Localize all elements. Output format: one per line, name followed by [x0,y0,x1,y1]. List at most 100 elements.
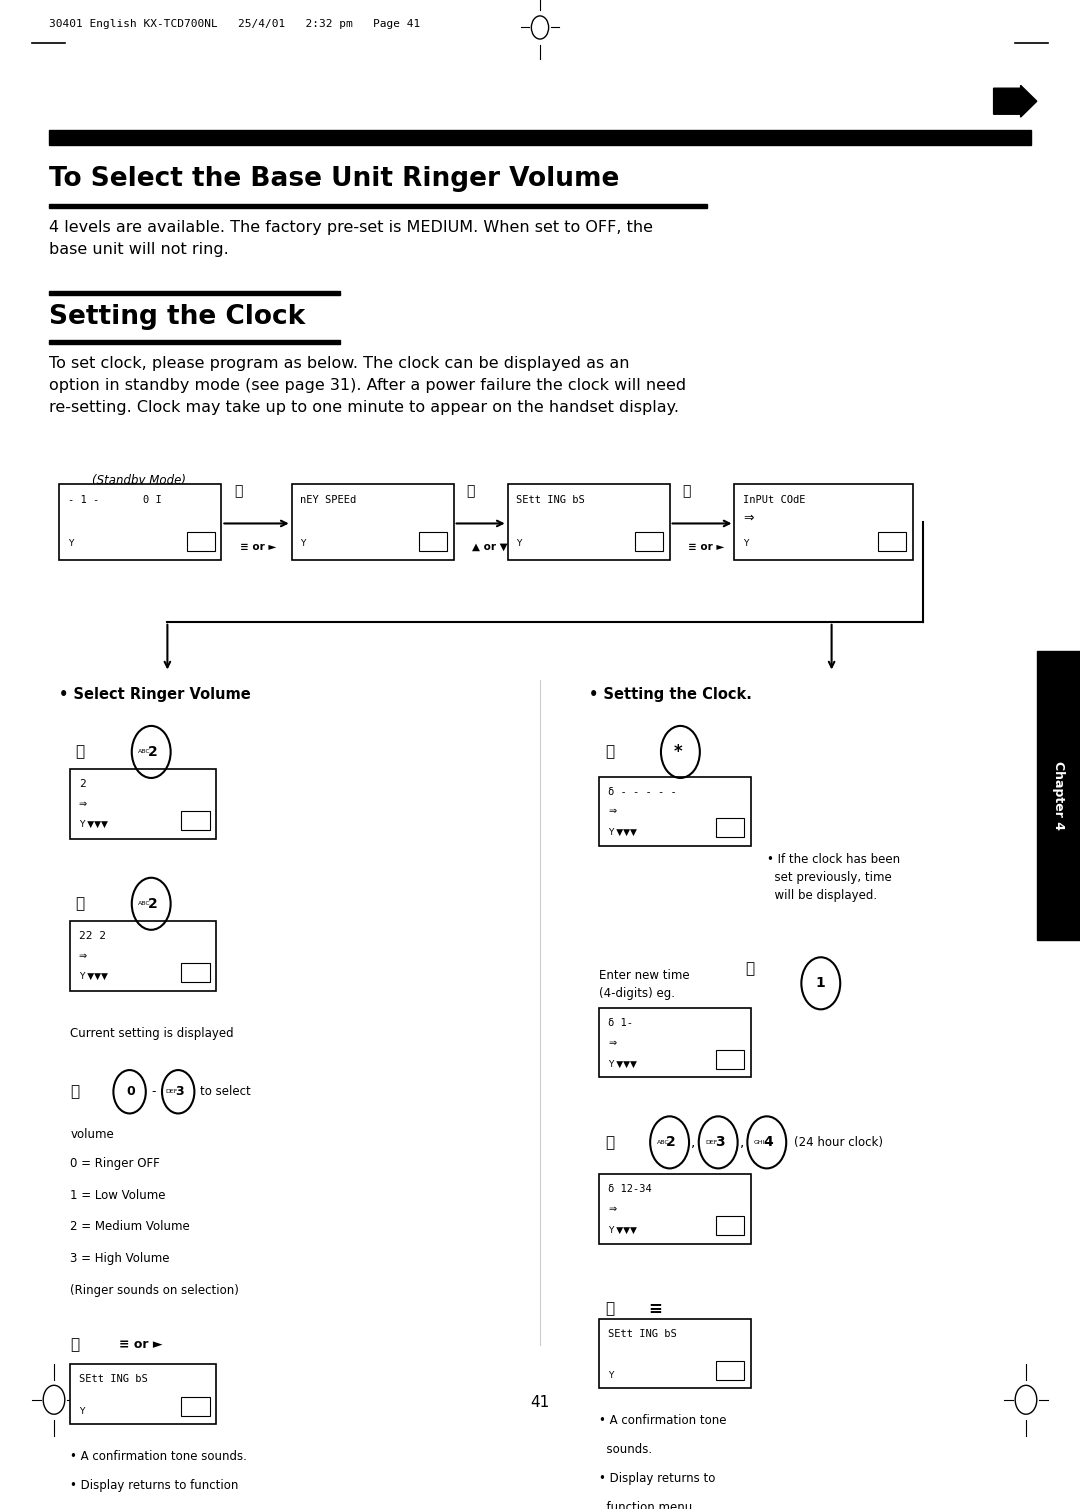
Text: ABC: ABC [657,1139,670,1145]
Text: 🖉: 🖉 [605,1301,613,1316]
Text: SEtt ING bS: SEtt ING bS [516,495,585,504]
Text: 4 levels are available. The factory pre-set is MEDIUM. When set to OFF, the
base: 4 levels are available. The factory pre-… [49,220,652,257]
Text: Y: Y [516,539,522,548]
Text: 2: 2 [148,896,158,911]
Text: 2: 2 [148,745,158,759]
Text: • Display returns to: • Display returns to [599,1473,716,1485]
Bar [181,812,210,830]
Bar [599,1008,751,1077]
Text: 3: 3 [715,1135,725,1150]
Text: Chapter 4: Chapter 4 [1052,761,1065,830]
Text: 22 2: 22 2 [79,931,106,942]
Text: 0: 0 [126,1085,135,1099]
Text: (Standby Mode): (Standby Mode) [92,474,186,487]
Text: SEtt ING bS: SEtt ING bS [79,1373,148,1384]
Bar [70,920,216,990]
Text: - 1 -       0 I: - 1 - 0 I [68,495,162,504]
Text: 🖉: 🖉 [70,1085,79,1099]
Text: GHI: GHI [754,1139,766,1145]
Bar [716,1050,744,1068]
Bar [49,340,340,344]
Text: DEF: DEF [165,1089,177,1094]
Text: 🖉: 🖉 [745,961,754,976]
Text: InPUt COdE: InPUt COdE [743,495,806,504]
Text: Setting the Clock: Setting the Clock [49,303,305,329]
Text: ⇒: ⇒ [608,806,617,816]
Text: 🖉: 🖉 [70,1337,79,1352]
FancyArrow shape [994,86,1037,118]
Text: Y: Y [300,539,306,548]
Text: • Select Ringer Volume: • Select Ringer Volume [59,687,252,702]
Text: ≡ or ►: ≡ or ► [688,542,725,552]
Text: • Setting the Clock.: • Setting the Clock. [589,687,752,702]
Bar [49,291,340,294]
Bar [49,204,707,208]
Text: DEF: DEF [705,1139,717,1145]
Text: ⇒: ⇒ [79,951,87,961]
Text: 🖉: 🖉 [76,896,84,911]
Bar [292,484,454,560]
Text: function menu.: function menu. [599,1501,697,1509]
Text: δ 12-34: δ 12-34 [608,1185,652,1194]
Text: Y ▼▼▼: Y ▼▼▼ [79,819,108,828]
Text: ABC: ABC [138,750,151,754]
Text: ⇒: ⇒ [608,1038,617,1047]
Text: • A confirmation tone: • A confirmation tone [599,1414,727,1428]
Text: 2: 2 [79,780,85,789]
Text: 41: 41 [530,1396,550,1409]
Text: Y ▼▼▼: Y ▼▼▼ [79,972,108,981]
Text: ⇒: ⇒ [79,798,87,809]
Text: • If the clock has been
  set previously, time
  will be displayed.: • If the clock has been set previously, … [767,853,900,902]
Text: 🖉: 🖉 [76,744,84,759]
Bar [419,533,447,551]
Text: to select: to select [200,1085,251,1099]
Text: Y ▼▼▼: Y ▼▼▼ [608,1059,637,1068]
Text: 🖉: 🖉 [467,484,475,498]
Text: • Display returns to function: • Display returns to function [70,1479,239,1492]
Text: 30401 English KX-TCD700NL   25/4/01   2:32 pm   Page 41: 30401 English KX-TCD700NL 25/4/01 2:32 p… [49,18,420,29]
Text: sounds.: sounds. [599,1443,652,1456]
Text: ,: , [691,1135,696,1150]
Bar [716,818,744,837]
Text: ⇒: ⇒ [743,512,754,525]
Bar [635,533,663,551]
Text: ≡ or ►: ≡ or ► [119,1338,162,1352]
Text: (24 hour clock): (24 hour clock) [794,1136,882,1148]
Bar [508,484,670,560]
Text: Y: Y [743,539,748,548]
Text: *: * [674,742,683,761]
Bar [1037,650,1080,940]
Bar [181,963,210,982]
Text: δ 1-: δ 1- [608,1019,633,1028]
Text: nEY SPEEd: nEY SPEEd [300,495,356,504]
Text: 🖉: 🖉 [683,484,691,498]
Bar [181,1397,210,1415]
Bar [599,777,751,847]
Text: 4: 4 [764,1135,773,1150]
Bar [70,770,216,839]
Text: Y: Y [68,539,73,548]
Bar [70,1364,216,1424]
Text: ≡: ≡ [648,1299,662,1317]
Bar [599,1319,751,1388]
Text: 2 = Medium Volume: 2 = Medium Volume [70,1221,190,1233]
Text: Enter new time
(4-digits) eg.: Enter new time (4-digits) eg. [599,969,690,1000]
Text: Current setting is displayed: Current setting is displayed [70,1026,234,1040]
Text: (Ringer sounds on selection): (Ringer sounds on selection) [70,1284,239,1298]
Text: δ - - - - -: δ - - - - - [608,786,677,797]
Text: 0 = Ringer OFF: 0 = Ringer OFF [70,1157,160,1169]
Text: • A confirmation tone sounds.: • A confirmation tone sounds. [70,1450,247,1464]
Text: ⇒: ⇒ [608,1204,617,1213]
Text: 🖉: 🖉 [234,484,243,498]
Text: Y: Y [608,1370,613,1379]
Text: 1: 1 [815,976,825,990]
Text: 3: 3 [175,1085,184,1099]
Bar [599,1174,751,1243]
Text: ,: , [740,1135,744,1150]
Text: -: - [151,1085,156,1099]
Text: To Select the Base Unit Ringer Volume: To Select the Base Unit Ringer Volume [49,166,619,192]
Text: Y: Y [79,1406,84,1415]
Text: ABC: ABC [138,901,151,907]
Bar [878,533,906,551]
Text: Y ▼▼▼: Y ▼▼▼ [608,1225,637,1234]
